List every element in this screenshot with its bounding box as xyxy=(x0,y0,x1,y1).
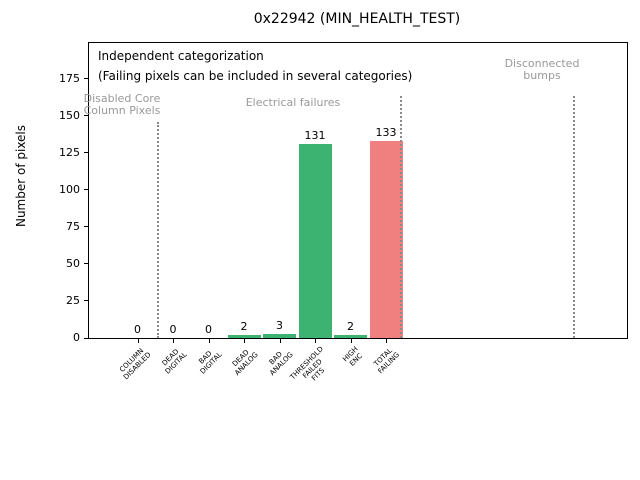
bar xyxy=(334,335,367,338)
region-label: Electrical failures xyxy=(245,96,341,109)
bar-value-label: 2 xyxy=(240,320,248,334)
x-tick-label: THRESHOLD FAILED FITS xyxy=(288,345,326,383)
bar-value-label: 0 xyxy=(169,323,177,336)
y-tick-mark xyxy=(84,152,89,154)
y-tick-label: 0 xyxy=(73,331,80,344)
x-tick-label: BAD DIGITAL xyxy=(197,349,224,376)
region-divider-dotted-line xyxy=(573,96,575,338)
bar xyxy=(263,333,296,338)
x-tick-mark xyxy=(279,338,281,343)
x-tick-label: TOTAL FAILING xyxy=(372,346,402,376)
region-label: Disconnected bumps xyxy=(504,57,580,82)
y-tick-label: 150 xyxy=(59,108,80,122)
plot-area: Independent categorization (Failing pixe… xyxy=(59,42,628,383)
y-tick-mark xyxy=(84,337,89,339)
y-tick-mark xyxy=(84,263,89,265)
x-tick-mark xyxy=(244,338,245,343)
x-tick-label: DEAD DIGITAL xyxy=(160,347,189,376)
x-tick-mark xyxy=(208,338,210,343)
x-tick-mark xyxy=(173,338,174,343)
y-tick-label: 100 xyxy=(59,182,80,196)
bar xyxy=(369,140,403,338)
x-tick-label: HIGH ENC xyxy=(341,345,365,368)
y-tick-mark xyxy=(84,78,89,80)
x-tick-mark xyxy=(315,338,316,343)
bar-value-label: 3 xyxy=(276,318,283,332)
y-tick-label: 175 xyxy=(59,71,80,85)
bar-value-label: 0 xyxy=(205,323,212,336)
region-divider-dotted-line xyxy=(157,122,159,338)
bar-value-label: 133 xyxy=(375,125,397,139)
x-tick-mark xyxy=(386,338,387,343)
y-tick-mark xyxy=(84,226,89,228)
chart-title: 0x22942 (MIN_HEALTH_TEST) xyxy=(253,11,461,27)
x-tick-label: BAD ANALOG xyxy=(267,350,295,378)
bar xyxy=(298,143,332,338)
y-tick-mark xyxy=(84,189,89,191)
y-tick-label: 50 xyxy=(66,256,80,270)
annotation-line-2: (Failing pixels can be included in sever… xyxy=(98,69,413,83)
x-tick-label: COLUMN DISABLED xyxy=(118,346,153,382)
x-tick-mark xyxy=(350,338,352,343)
y-axis-label: Number of pixels xyxy=(14,124,28,228)
y-tick-mark xyxy=(84,115,89,117)
region-divider-dotted-line xyxy=(400,96,402,338)
y-tick-label: 25 xyxy=(66,293,80,307)
x-tick-label: DEAD ANALOG xyxy=(230,348,260,378)
y-tick-mark xyxy=(84,300,89,302)
y-tick-label: 125 xyxy=(59,145,80,159)
x-tick-mark xyxy=(137,338,139,343)
bar xyxy=(227,335,261,338)
bar-value-label: 0 xyxy=(134,323,141,336)
bar-value-label: 131 xyxy=(304,128,326,142)
region-label: Disabled Core Column Pixels xyxy=(83,92,161,117)
annotation-line-1: Independent categorization xyxy=(98,49,264,63)
y-tick-label: 75 xyxy=(66,219,80,233)
bar-value-label: 2 xyxy=(347,320,354,334)
